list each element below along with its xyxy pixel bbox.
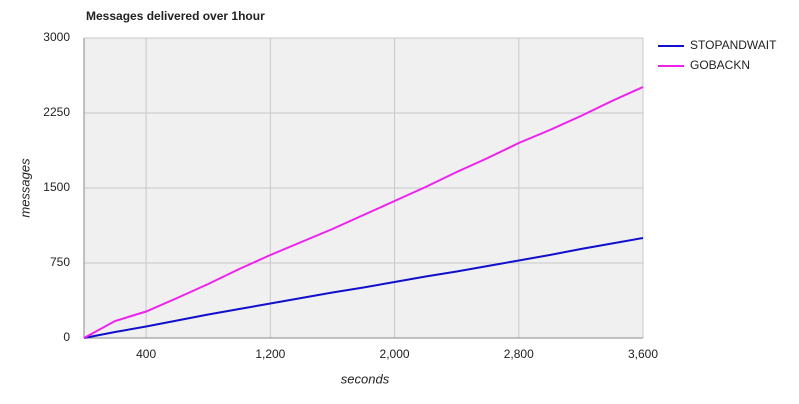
y-tick-label: 3000 xyxy=(43,30,70,44)
chart-title: Messages delivered over 1hour xyxy=(86,9,265,23)
x-tick-label: 2,000 xyxy=(380,347,410,361)
legend-label: GOBACKN xyxy=(690,58,750,72)
y-tick-label: 0 xyxy=(63,330,70,344)
x-axis-label: seconds xyxy=(341,371,390,386)
legend-label: STOPANDWAIT xyxy=(690,38,777,52)
x-tick-label: 2,800 xyxy=(504,347,534,361)
x-tick-label: 400 xyxy=(136,347,156,361)
y-tick-label: 750 xyxy=(50,255,70,269)
y-axis-label: messages xyxy=(17,158,32,218)
x-tick-label: 3,600 xyxy=(628,347,658,361)
series-line xyxy=(83,86,644,339)
y-tick-label: 2250 xyxy=(43,105,70,119)
y-tick-label: 1500 xyxy=(43,180,70,194)
x-tick-label: 1,200 xyxy=(255,347,285,361)
series-line xyxy=(83,237,644,339)
